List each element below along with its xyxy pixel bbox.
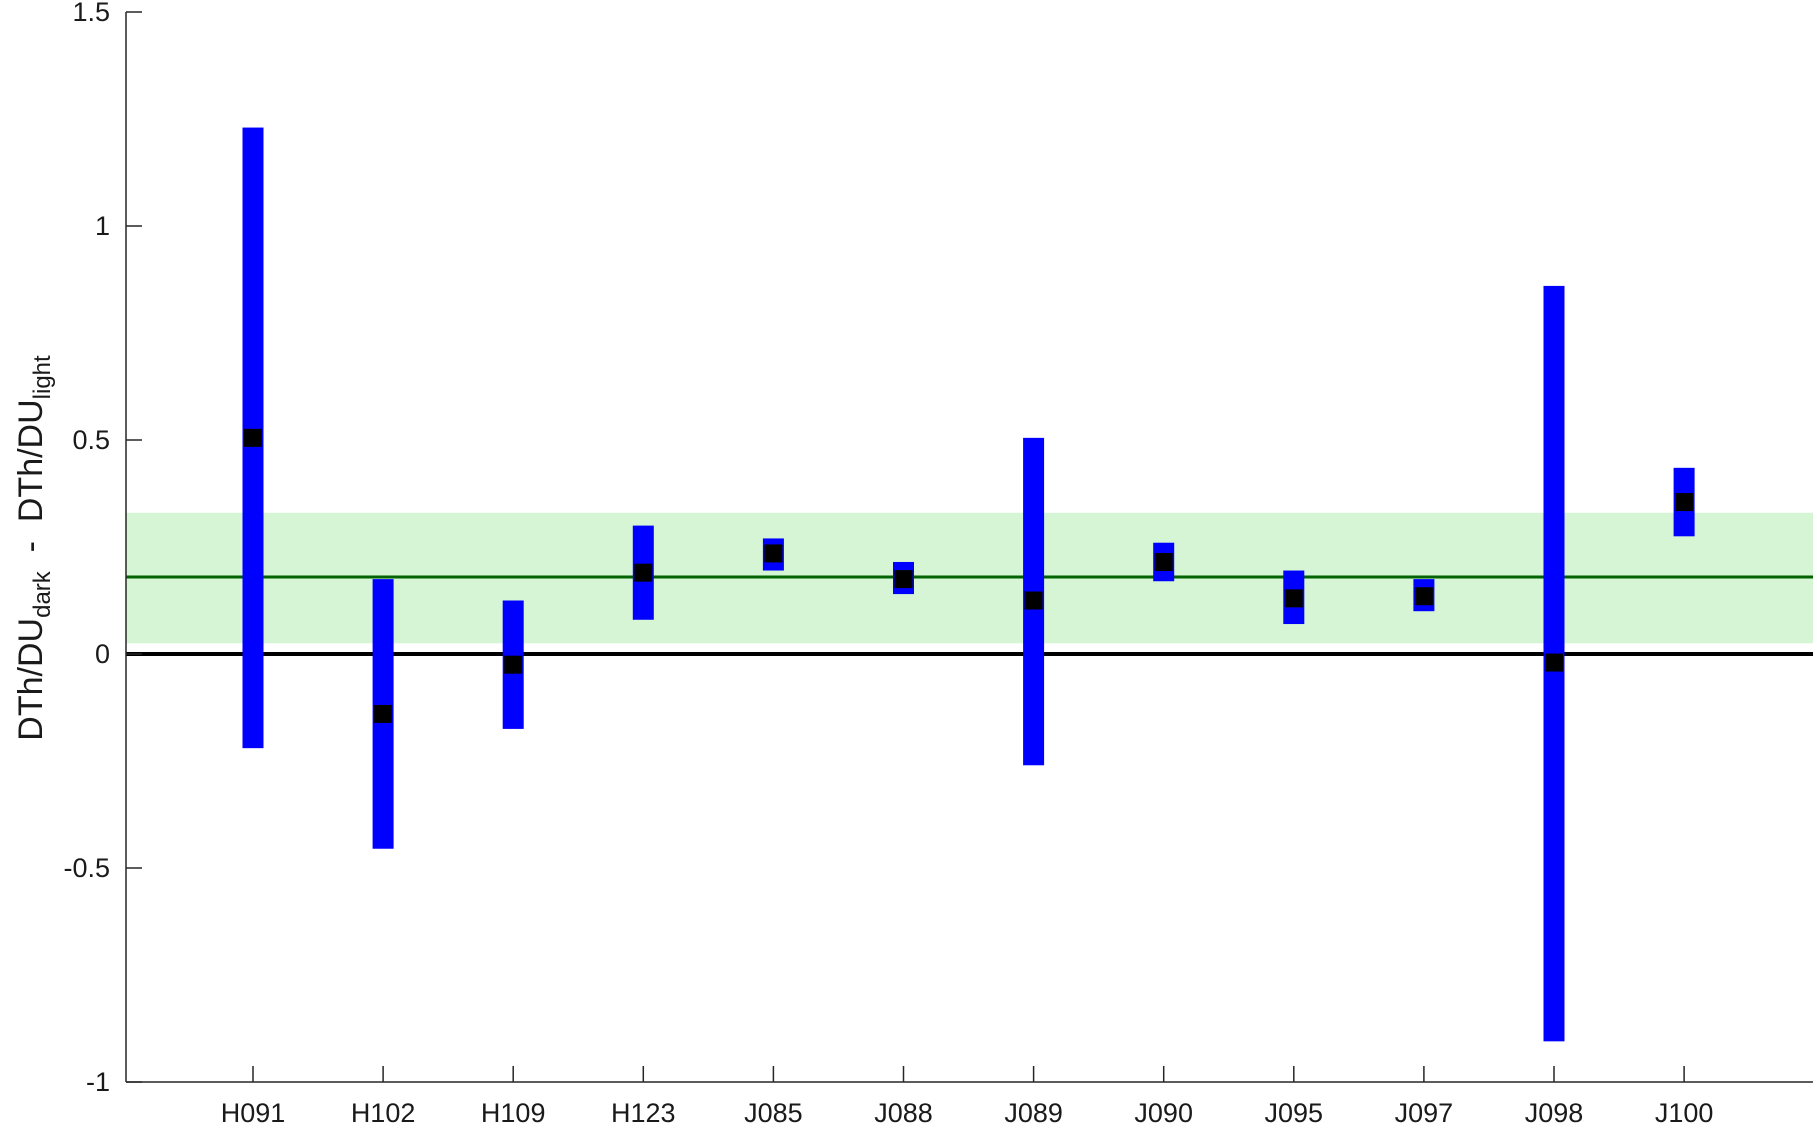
point-marker (1675, 493, 1694, 512)
point-marker (764, 544, 783, 563)
point-markers-layer (244, 428, 1694, 723)
y-axis-label-separator: - (12, 522, 50, 571)
y-tick-label: -0.5 (63, 853, 110, 883)
point-marker (894, 570, 913, 589)
axes-layer (125, 11, 1813, 1083)
x-tick-label: J085 (744, 1098, 803, 1128)
y-tick-label: 0.5 (72, 425, 110, 455)
y-axis-label-part1: DTh/DU (12, 618, 50, 741)
range-bars-layer (242, 127, 1695, 1042)
point-marker (1284, 589, 1303, 608)
x-tick-label: J088 (874, 1098, 933, 1128)
x-tick-label: J097 (1395, 1098, 1454, 1128)
point-marker (634, 563, 653, 582)
y-axis-label-sub1: dark (29, 570, 56, 618)
tick-labels-layer: -1 -0.5 0 0.5 1 1.5 H091 H102 H109 H123 J085 J088 J0… (63, 0, 1713, 1128)
x-tick-label: H091 (221, 1098, 286, 1128)
y-tick-label: -1 (86, 1067, 110, 1097)
point-marker (1414, 587, 1433, 606)
confidence-band-layer (126, 512, 1813, 656)
x-tick-label: H102 (351, 1098, 416, 1128)
x-tick-label: J098 (1525, 1098, 1584, 1128)
y-tick-label: 0 (95, 639, 110, 669)
y-tick-label: 1 (95, 211, 110, 241)
point-marker (374, 704, 393, 723)
point-marker (1545, 653, 1563, 672)
x-tick-label: J095 (1265, 1098, 1324, 1128)
x-tick-label: J089 (1004, 1098, 1063, 1128)
y-tick-label: 1.5 (72, 0, 110, 27)
y-axis-label: DTh/DUdark - DTh/DUlight (12, 355, 56, 741)
point-marker (1154, 552, 1173, 571)
y-axis-label-part2: DTh/DU (12, 399, 50, 522)
x-tick-label: J090 (1134, 1098, 1193, 1128)
point-marker (504, 655, 523, 674)
x-tick-label: H123 (611, 1098, 676, 1128)
point-marker (1024, 591, 1043, 610)
x-tick-label: H109 (481, 1098, 546, 1128)
point-marker (244, 428, 262, 447)
x-tick-label: J100 (1655, 1098, 1714, 1128)
y-axis-label-sub2: light (29, 355, 56, 399)
